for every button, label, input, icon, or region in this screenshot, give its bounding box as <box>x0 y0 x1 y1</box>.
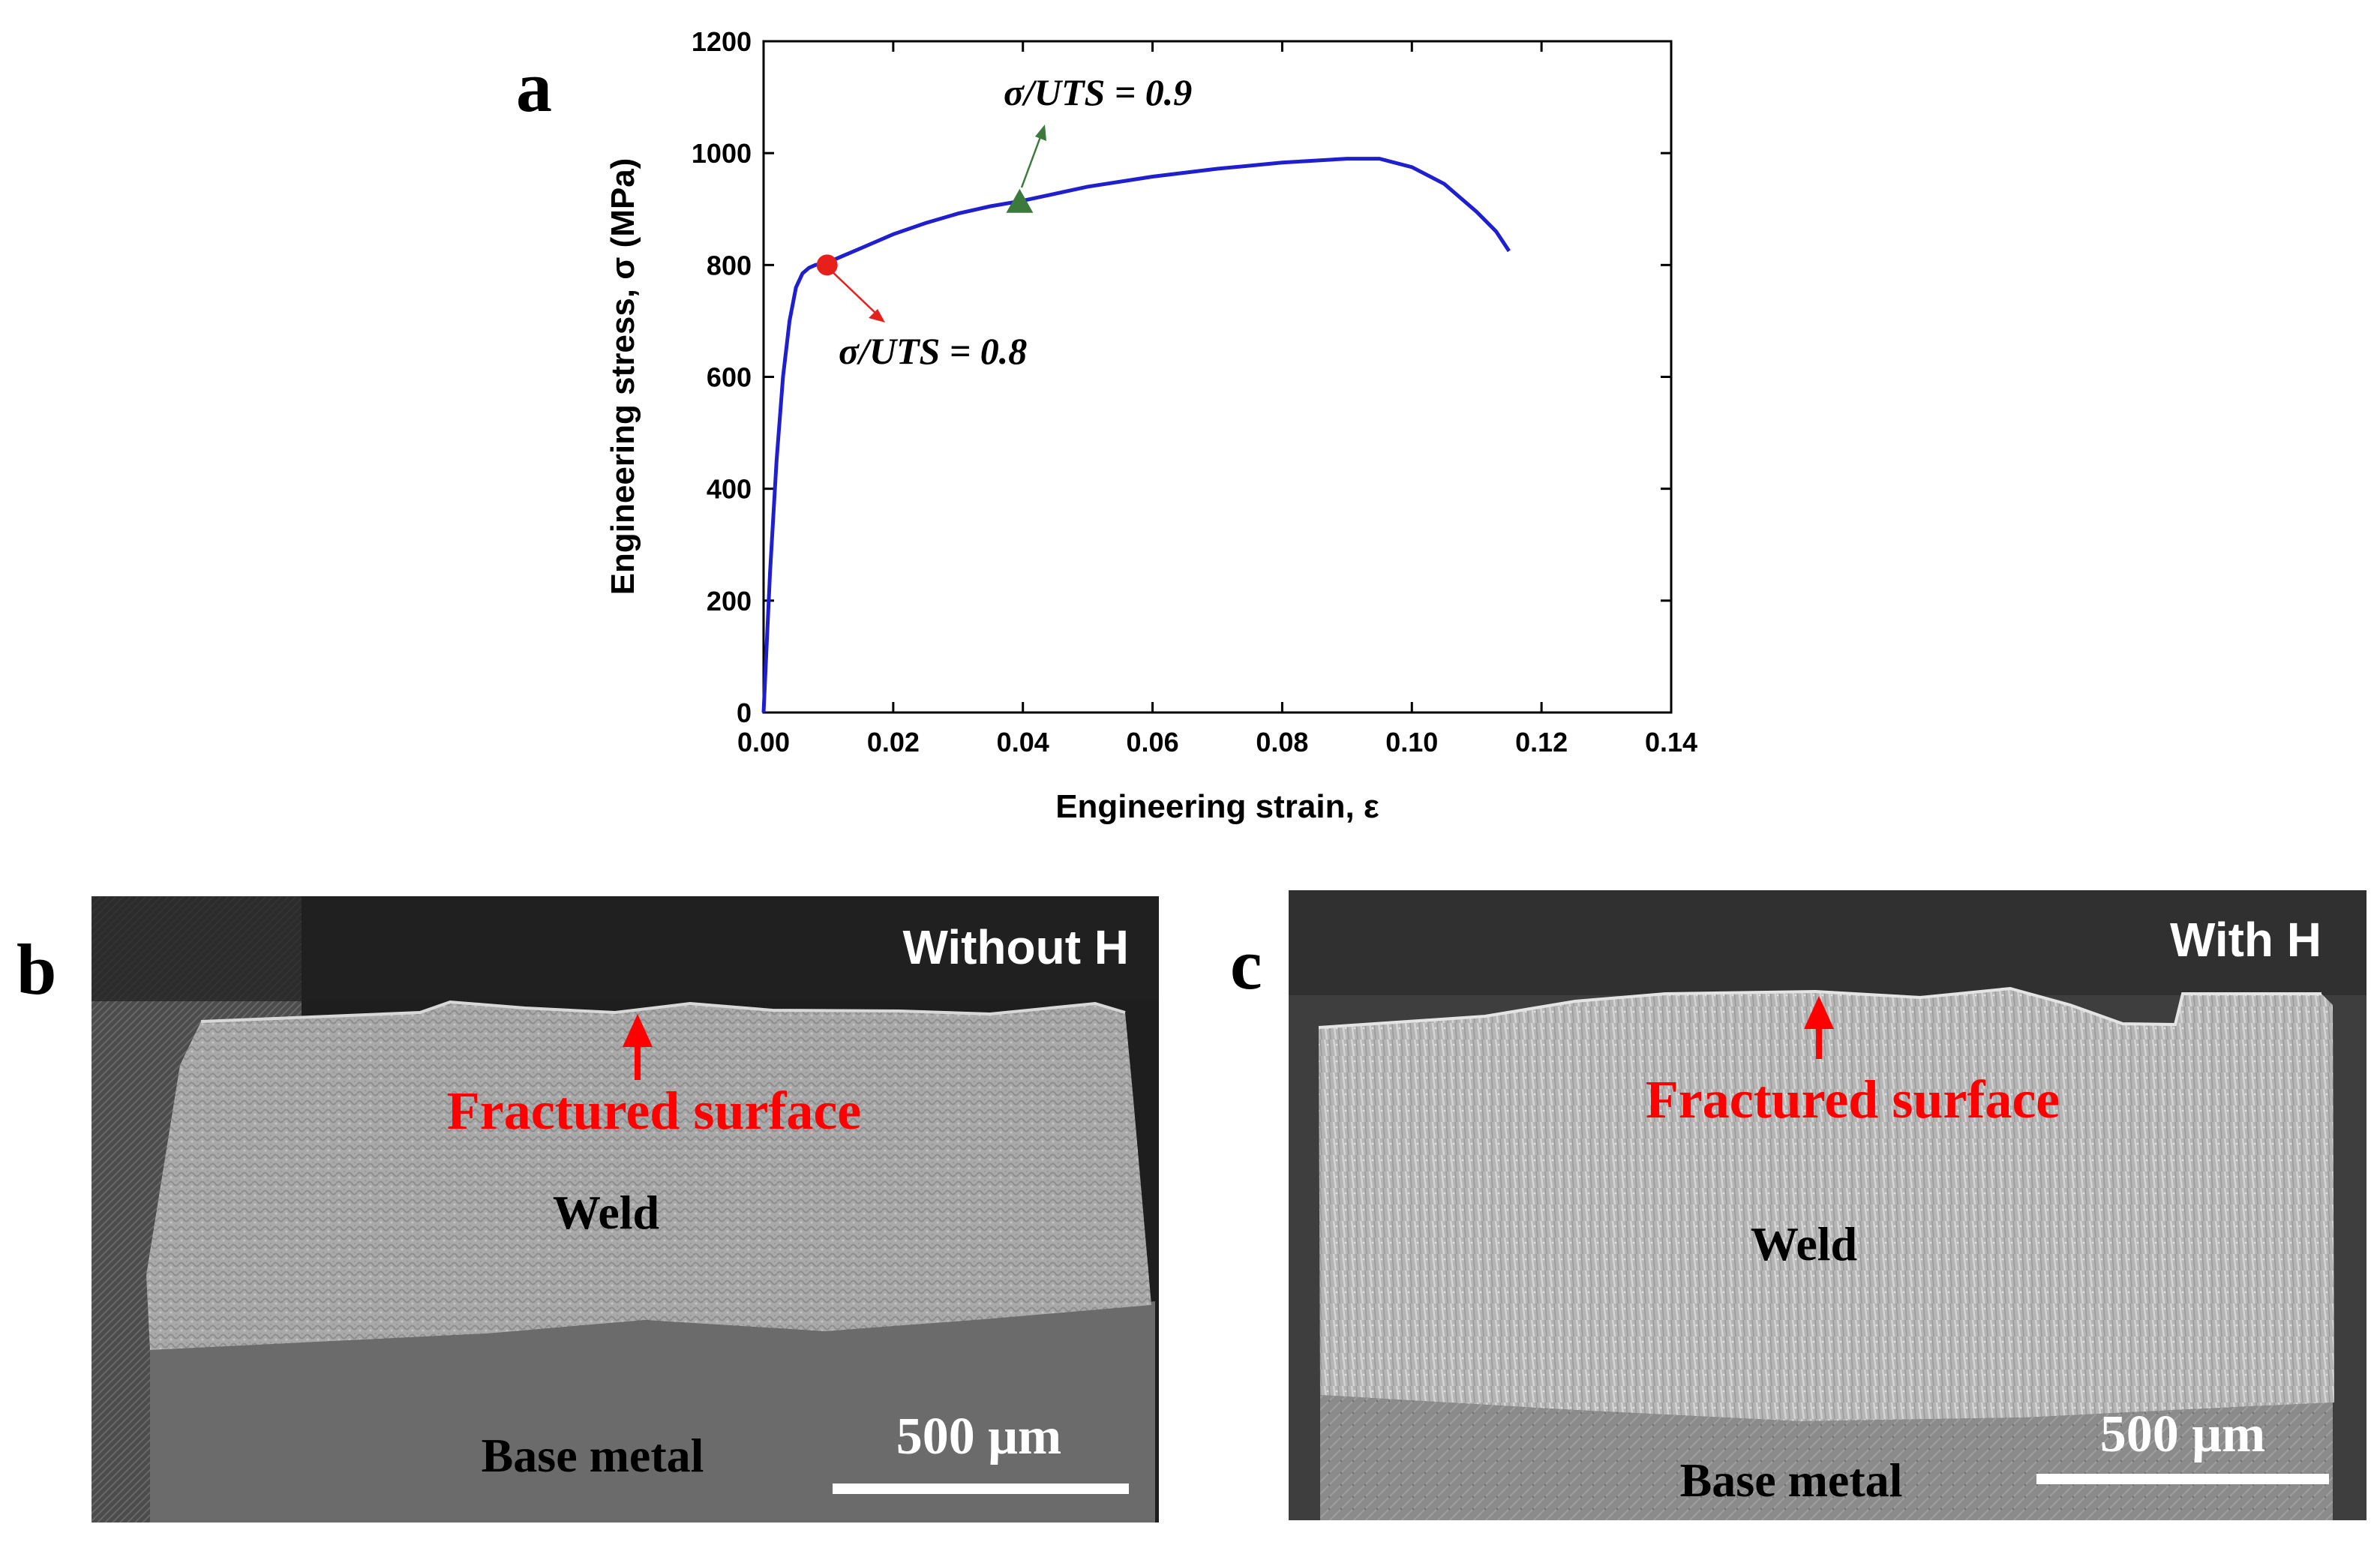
panel-a: a 0 200 400 600 800 1000 1200 0.00 0.02 0.04 0.06… <box>516 26 1697 825</box>
weld-label: Weld <box>553 1186 659 1239</box>
annotation-label-0.9: σ/UTS = 0.9 <box>1004 71 1192 113</box>
scale-bar-label: 500 μm <box>896 1408 1062 1466</box>
plot-frame <box>762 40 1673 714</box>
scale-bar-label: 500 μm <box>2100 1406 2266 1463</box>
y-tick-label: 400 <box>707 474 752 505</box>
annotation-arrow-0.9 <box>1020 134 1043 188</box>
base-metal-region <box>150 1301 1155 1522</box>
y-axis: 0 200 400 600 800 1000 1200 <box>692 26 1671 728</box>
condition-label: Without H <box>902 920 1129 974</box>
y-tick-label: 1000 <box>692 138 752 169</box>
x-tick-label: 0.14 <box>1645 727 1697 758</box>
x-axis-label: Engineering strain, ε <box>1055 788 1379 825</box>
x-axis: 0.00 0.02 0.04 0.06 0.08 0.10 0.12 0.14 <box>737 41 1697 758</box>
scale-bar <box>2036 1474 2329 1484</box>
fracture-arrow-head <box>623 1014 653 1047</box>
panel-b-letter: b <box>17 929 56 1010</box>
y-tick-label: 600 <box>707 362 752 393</box>
fracture-label: Fractured surface <box>1646 1070 2060 1130</box>
x-tick-label: 0.02 <box>867 727 920 758</box>
weld-region <box>1319 988 2334 1421</box>
x-tick-label: 0.04 <box>997 727 1049 758</box>
fracture-label: Fractured surface <box>447 1081 861 1141</box>
y-axis-label: Engineering stress, σ (MPa) <box>605 158 641 596</box>
fracture-edge <box>200 1000 1126 1023</box>
scale-bar <box>833 1484 1129 1494</box>
annotation-arrowhead-0.9 <box>1035 124 1046 141</box>
y-tick-label: 1200 <box>692 26 752 57</box>
x-tick-label: 0.12 <box>1515 727 1568 758</box>
y-tick-label: 800 <box>707 250 752 280</box>
base-metal-label: Base metal <box>1680 1454 1903 1507</box>
x-tick-label: 0.08 <box>1256 727 1308 758</box>
fracture-edge <box>1318 986 2321 1029</box>
chart-markers <box>816 188 1034 276</box>
annotation-arrowhead-0.8 <box>869 309 885 322</box>
sem-image-without-h <box>92 896 1159 1522</box>
panel-b: b Without H Fractured surface Weld Base … <box>17 896 1159 1522</box>
weld-label: Weld <box>1751 1217 1857 1270</box>
marker-triangle <box>1006 188 1034 213</box>
fracture-arrow-head <box>1804 996 1834 1029</box>
annotation-label-0.8: σ/UTS = 0.8 <box>839 330 1027 372</box>
panel-c-letter: c <box>1230 924 1262 1004</box>
condition-label: With H <box>2170 913 2321 967</box>
base-metal-region <box>1320 1395 2333 1520</box>
weld-region <box>146 1002 1151 1350</box>
series-line <box>761 157 1511 713</box>
marker-circle <box>816 254 838 276</box>
y-tick-label: 0 <box>737 698 752 728</box>
x-tick-label: 0.10 <box>1385 727 1438 758</box>
base-metal-label: Base metal <box>482 1429 704 1482</box>
panel-a-letter: a <box>516 46 552 127</box>
y-tick-label: 200 <box>707 586 752 616</box>
x-tick-label: 0.00 <box>737 727 790 758</box>
panel-c: c With H Fractured surface Weld Base met… <box>1230 890 2366 1520</box>
sem-image-with-h <box>1289 890 2366 1520</box>
annotation-arrow-0.8 <box>828 268 878 316</box>
x-tick-label: 0.06 <box>1127 727 1179 758</box>
